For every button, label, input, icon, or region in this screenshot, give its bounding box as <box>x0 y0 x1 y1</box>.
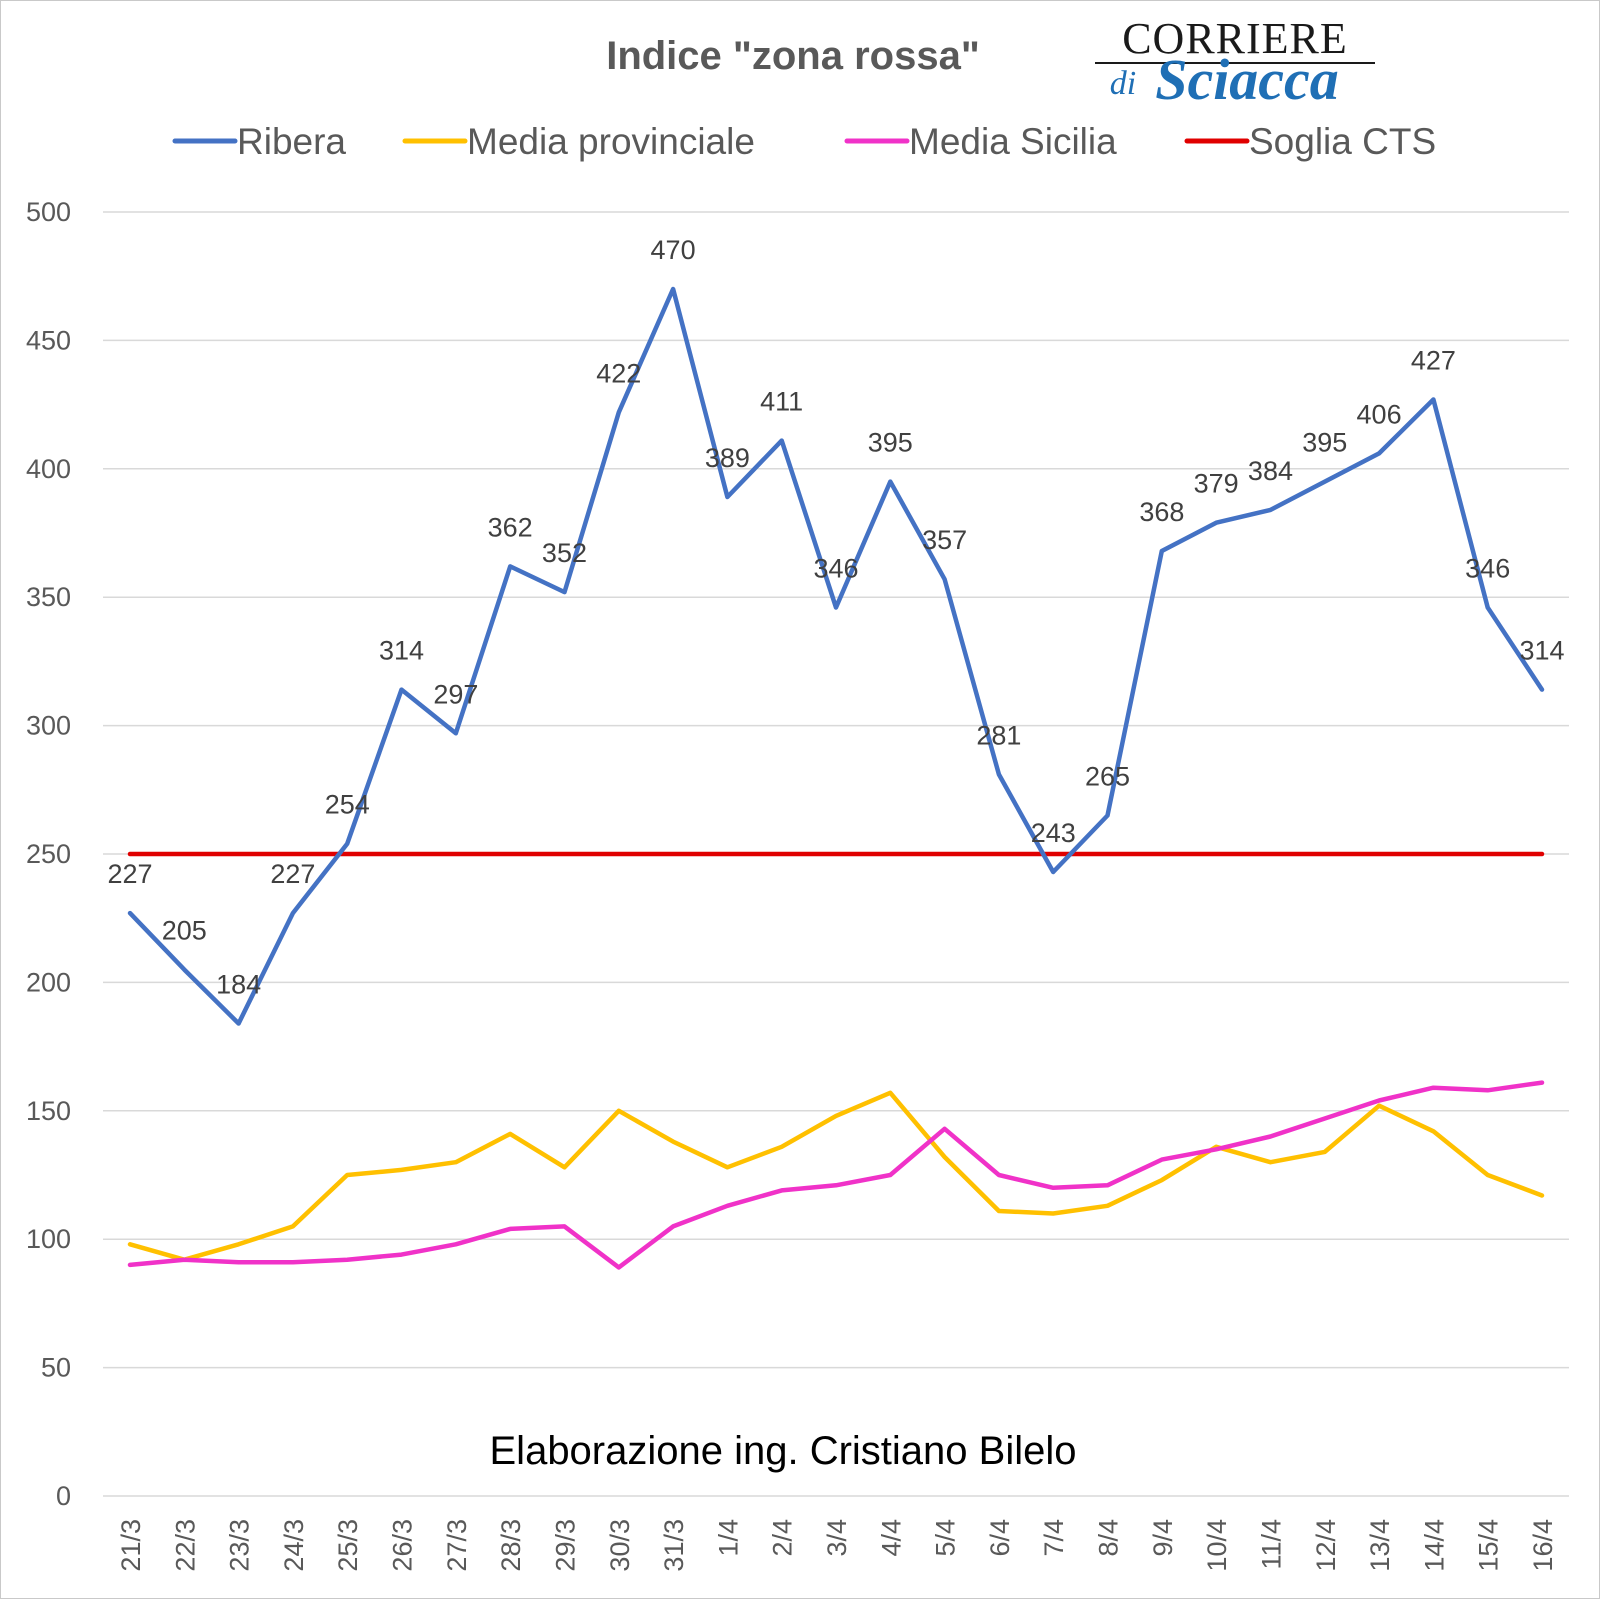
x-tick-label: 13/4 <box>1365 1519 1395 1572</box>
data-labels: 227 205 184 227 254 314 297 362 352 422 470 389 411 3… <box>107 235 1564 999</box>
y-tick-label: 400 <box>26 454 71 484</box>
x-tick-label: 15/4 <box>1474 1519 1504 1572</box>
legend-item-label: Soglia CTS <box>1249 121 1436 162</box>
data-label: 281 <box>976 720 1021 750</box>
x-tick-label: 22/3 <box>170 1519 200 1572</box>
data-label: 297 <box>433 679 478 709</box>
logo-top-text: CORRIERE <box>1122 14 1348 63</box>
data-label: 406 <box>1357 399 1402 429</box>
x-tick-label: 3/4 <box>822 1519 852 1557</box>
series-line-media-provinciale <box>127 1090 1545 1262</box>
data-label: 254 <box>325 790 370 820</box>
data-label: 395 <box>868 428 913 458</box>
x-tick-label: 1/4 <box>713 1519 743 1557</box>
x-tick-label: 6/4 <box>985 1519 1015 1557</box>
y-tick-label: 500 <box>26 197 71 227</box>
series-line-media-sicilia <box>127 1080 1545 1270</box>
data-label: 470 <box>651 235 696 265</box>
y-tick-label: 100 <box>26 1224 71 1254</box>
chart-title: Indice "zona rossa" <box>606 34 980 78</box>
x-tick-label: 14/4 <box>1419 1519 1449 1572</box>
data-label: 346 <box>813 553 858 583</box>
x-tick-label: 26/3 <box>388 1519 418 1572</box>
data-label: 384 <box>1248 456 1293 486</box>
data-label: 389 <box>705 443 750 473</box>
data-label: 357 <box>922 525 967 555</box>
y-tick-label: 150 <box>26 1096 71 1126</box>
x-tick-label: 16/4 <box>1528 1519 1558 1572</box>
x-tick-label: 8/4 <box>1094 1519 1124 1557</box>
y-tick-label: 250 <box>26 839 71 869</box>
data-label: 227 <box>107 859 152 889</box>
x-tick-label: 5/4 <box>931 1519 961 1557</box>
x-tick-label: 2/4 <box>768 1519 798 1557</box>
data-label: 314 <box>1519 636 1564 666</box>
legend: Ribera Media provinciale Media Sicilia Sogl… <box>172 121 1436 162</box>
y-tick-label: 450 <box>26 325 71 355</box>
x-tick-label: 24/3 <box>279 1519 309 1572</box>
legend-item-label: Media Sicilia <box>909 121 1117 162</box>
data-label: 227 <box>270 859 315 889</box>
series-line-ribera <box>127 286 1545 1026</box>
x-tick-label: 25/3 <box>333 1519 363 1572</box>
logo-script-text: Sciacca <box>1155 47 1339 112</box>
y-tick-label: 350 <box>26 582 71 612</box>
x-tick-label: 27/3 <box>442 1519 472 1572</box>
data-label: 379 <box>1194 469 1239 499</box>
data-label: 352 <box>542 538 587 568</box>
y-tick-label: 200 <box>26 967 71 997</box>
logo: CORRIERE di Sciacca <box>1095 14 1375 112</box>
data-label: 346 <box>1465 553 1510 583</box>
data-label: 243 <box>1031 818 1076 848</box>
x-axis-ticks: 21/3 22/3 23/3 24/3 25/3 26/3 27/3 28/3 29/3 30/3… <box>116 1519 1558 1572</box>
x-tick-label: 12/4 <box>1311 1519 1341 1572</box>
x-tick-label: 31/3 <box>659 1519 689 1572</box>
data-label: 205 <box>162 916 207 946</box>
legend-item-label: Media provinciale <box>467 121 755 162</box>
legend-item-label: Ribera <box>237 121 346 162</box>
data-label: 314 <box>379 636 424 666</box>
data-label: 422 <box>596 358 641 388</box>
x-tick-label: 4/4 <box>876 1519 906 1557</box>
y-tick-label: 0 <box>56 1481 71 1511</box>
x-tick-label: 29/3 <box>550 1519 580 1572</box>
x-tick-label: 30/3 <box>605 1519 635 1572</box>
x-tick-label: 10/4 <box>1202 1519 1232 1572</box>
y-axis-ticks: 0 50 100 150 200 250 300 350 400 450 500 <box>26 197 71 1511</box>
data-label: 368 <box>1139 497 1184 527</box>
x-tick-label: 7/4 <box>1039 1519 1069 1557</box>
x-tick-label: 9/4 <box>1148 1519 1178 1557</box>
data-label: 184 <box>216 969 261 999</box>
x-tick-label: 23/3 <box>225 1519 255 1572</box>
data-label: 427 <box>1411 345 1456 375</box>
y-tick-label: 50 <box>41 1353 71 1383</box>
x-tick-label: 28/3 <box>496 1519 526 1572</box>
data-label: 395 <box>1302 428 1347 458</box>
x-tick-label: 11/4 <box>1256 1519 1286 1570</box>
logo-di-text: di <box>1110 65 1136 102</box>
credit-text: Elaborazione ing. Cristiano Bilelo <box>490 1429 1077 1473</box>
y-tick-label: 300 <box>26 711 71 741</box>
x-tick-label: 21/3 <box>116 1519 146 1572</box>
data-label: 362 <box>488 512 533 542</box>
data-label: 265 <box>1085 761 1130 791</box>
series-lines <box>127 286 1545 1270</box>
data-label: 411 <box>760 387 803 417</box>
